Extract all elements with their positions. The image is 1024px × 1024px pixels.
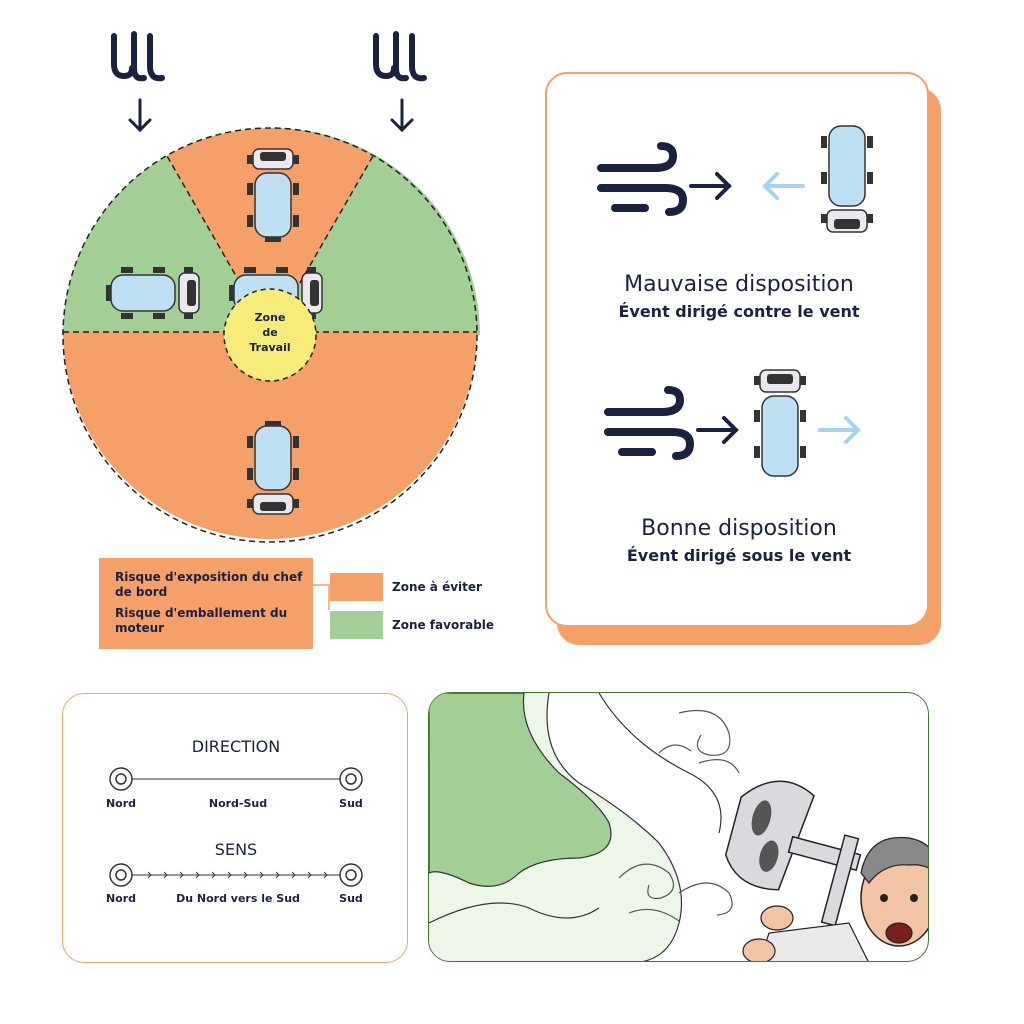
swatch-favorable xyxy=(330,611,383,639)
sens-title: SENS xyxy=(214,840,258,859)
wind-illustration-card xyxy=(428,692,929,962)
truck-icon-left xyxy=(105,266,200,320)
windy-person-illustration xyxy=(429,693,928,961)
direction-line xyxy=(109,767,363,791)
sens-left-label: Nord xyxy=(105,892,137,905)
layout-card: Mauvaise disposition Évent dirigé contre… xyxy=(545,72,929,627)
arrow-left-icon-bad xyxy=(762,172,805,200)
direction-mid-label: Nord-Sud xyxy=(208,797,268,810)
good-layout-title: Bonne disposition xyxy=(641,516,837,541)
sens-mid-label: Du Nord vers le Sud xyxy=(176,892,300,905)
arrow-right-icon-bad xyxy=(689,172,732,200)
center-label-line-3: Travail xyxy=(249,341,290,354)
wind-icon-good xyxy=(604,386,695,460)
arrow-right-icon-good xyxy=(696,416,739,444)
direction-title: DIRECTION xyxy=(191,737,281,756)
bad-layout-illustration xyxy=(597,125,873,233)
direction-left-label: Nord xyxy=(105,797,137,810)
wind-swirls xyxy=(618,709,740,922)
good-layout-subtitle: Évent dirigé sous le vent xyxy=(626,546,852,565)
center-label-line-2: de xyxy=(262,326,277,339)
legend-avoid-label: Zone à éviter xyxy=(392,580,482,594)
direction-card: DIRECTION Nord Nord-Sud Sud SENS Nord Du… xyxy=(62,693,408,963)
truck-icon-bad xyxy=(821,125,873,233)
risk-line-4: moteur xyxy=(115,621,165,635)
legend-favorable-label: Zone favorable xyxy=(392,618,495,632)
truck-icon-good xyxy=(754,369,806,477)
arrow-right-icon-vent xyxy=(818,416,861,444)
wind-down-icon-left xyxy=(111,31,165,133)
bad-layout-subtitle: Évent dirigé contre le vent xyxy=(618,302,860,321)
swatch-avoid xyxy=(330,573,383,601)
wind-icon-bad xyxy=(597,142,688,216)
good-layout-illustration xyxy=(604,369,861,477)
inverted-umbrella xyxy=(724,780,862,927)
risk-line-2: de bord xyxy=(115,585,168,599)
sens-line xyxy=(109,863,363,887)
direction-right-label: Sud xyxy=(339,797,363,810)
legend-connector xyxy=(313,584,330,610)
risk-line-3: Risque d'emballement du xyxy=(115,606,288,620)
center-label-line-1: Zone xyxy=(255,311,286,324)
wind-down-icon-right xyxy=(373,31,427,133)
risk-line-1: Risque d'exposition du chef xyxy=(115,570,303,584)
bad-layout-title: Mauvaise disposition xyxy=(624,272,854,297)
truck-icon-top xyxy=(246,148,300,243)
person-figure xyxy=(742,836,928,961)
zone-circle-diagram: Zone de Travail xyxy=(62,127,480,543)
truck-icon-bottom xyxy=(246,420,300,515)
risk-legend-box: Risque d'exposition du chef de bord Risq… xyxy=(99,558,313,649)
sens-right-label: Sud xyxy=(339,892,363,905)
